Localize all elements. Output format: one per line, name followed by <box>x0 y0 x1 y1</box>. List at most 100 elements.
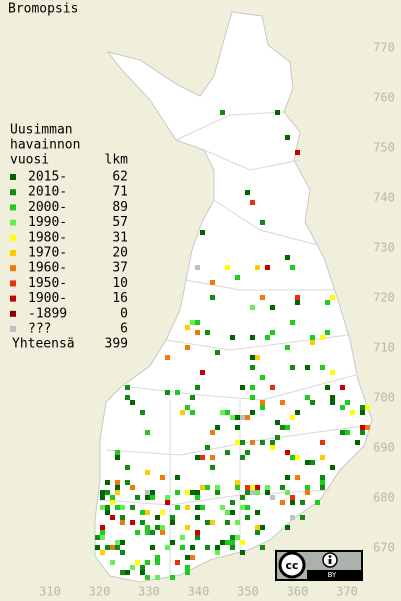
legend-label: -1899 <box>28 306 67 321</box>
observation-square <box>110 500 115 505</box>
observation-square <box>255 485 260 490</box>
observation-square <box>285 475 290 480</box>
observation-square <box>290 265 295 270</box>
observation-square <box>195 505 200 510</box>
observation-square <box>195 515 200 520</box>
observation-square <box>185 570 190 575</box>
observation-square <box>100 495 105 500</box>
observation-square <box>145 490 150 495</box>
observation-square <box>175 505 180 510</box>
observation-square <box>105 545 110 550</box>
observation-square <box>250 485 255 490</box>
observation-square <box>175 490 180 495</box>
observation-square <box>235 485 240 490</box>
y-coordinate-label: 690 <box>373 441 395 455</box>
legend-heading: havainnon <box>10 138 80 153</box>
observation-square <box>365 425 370 430</box>
observation-square <box>140 565 145 570</box>
observation-square <box>165 390 170 395</box>
by-icon-body <box>328 559 332 564</box>
observation-square <box>270 495 275 500</box>
observation-square <box>170 540 175 545</box>
observation-square <box>200 230 205 235</box>
observation-square <box>320 440 325 445</box>
x-coordinate-label: 320 <box>89 585 111 599</box>
observation-square <box>115 545 120 550</box>
x-coordinate-label: 340 <box>188 585 210 599</box>
observation-square <box>240 455 245 460</box>
observation-square <box>275 110 280 115</box>
observation-square <box>270 305 275 310</box>
observation-square <box>205 445 210 450</box>
observation-square <box>250 395 255 400</box>
observation-square <box>190 320 195 325</box>
observation-square <box>320 455 325 460</box>
observation-square <box>365 405 370 410</box>
observation-square <box>150 490 155 495</box>
legend-label: ??? <box>28 322 51 337</box>
observation-square <box>225 410 230 415</box>
observation-square <box>100 490 105 495</box>
observation-square <box>255 265 260 270</box>
observation-square <box>260 220 265 225</box>
observation-square <box>295 150 300 155</box>
observation-square <box>260 400 265 405</box>
observation-square <box>155 560 160 565</box>
observation-square <box>205 485 210 490</box>
observation-square <box>205 330 210 335</box>
observation-square <box>115 540 120 545</box>
observation-square <box>255 525 260 530</box>
legend-label: 1900- <box>28 291 67 306</box>
observation-square <box>250 305 255 310</box>
observation-square <box>315 500 320 505</box>
legend-label: 1970- <box>28 246 67 261</box>
observation-square <box>305 490 310 495</box>
observation-square <box>295 410 300 415</box>
observation-square <box>195 320 200 325</box>
observation-square <box>185 565 190 570</box>
observation-square <box>195 455 200 460</box>
observation-square <box>180 410 185 415</box>
observation-square <box>280 500 285 505</box>
observation-square <box>275 435 280 440</box>
observation-square <box>100 505 105 510</box>
observation-square <box>245 485 250 490</box>
observation-square <box>145 525 150 530</box>
observation-square <box>280 485 285 490</box>
legend-swatch <box>10 189 16 196</box>
observation-square <box>230 535 235 540</box>
observation-square <box>250 440 255 445</box>
observation-square <box>240 440 245 445</box>
observation-square <box>250 355 255 360</box>
x-coordinate-label: 310 <box>39 585 61 599</box>
observation-square <box>110 515 115 520</box>
y-coordinate-label: 720 <box>373 291 395 305</box>
observation-square <box>235 480 240 485</box>
observation-square <box>170 515 175 520</box>
observation-square <box>160 510 165 515</box>
observation-square <box>250 200 255 205</box>
legend-swatch <box>10 234 16 241</box>
observation-square <box>230 510 235 515</box>
observation-square <box>200 370 205 375</box>
observation-square <box>265 265 270 270</box>
observation-square <box>230 415 235 420</box>
observation-square <box>215 350 220 355</box>
cc-text: cc <box>285 559 298 572</box>
observation-square <box>190 395 195 400</box>
cc-badge: cc BY <box>275 550 363 581</box>
observation-square <box>230 540 235 545</box>
legend-count: 62 <box>112 170 128 185</box>
observation-square <box>325 330 330 335</box>
observation-square <box>210 455 215 460</box>
y-coordinate-label: 670 <box>373 541 395 555</box>
observation-square <box>175 390 180 395</box>
legend-label: 2010- <box>28 185 67 200</box>
observation-square <box>290 415 295 420</box>
observation-square <box>155 525 160 530</box>
observation-square <box>285 425 290 430</box>
observation-square <box>330 370 335 375</box>
legend-swatch <box>10 310 16 317</box>
legend-count: 37 <box>112 261 128 276</box>
observation-square <box>105 490 110 495</box>
